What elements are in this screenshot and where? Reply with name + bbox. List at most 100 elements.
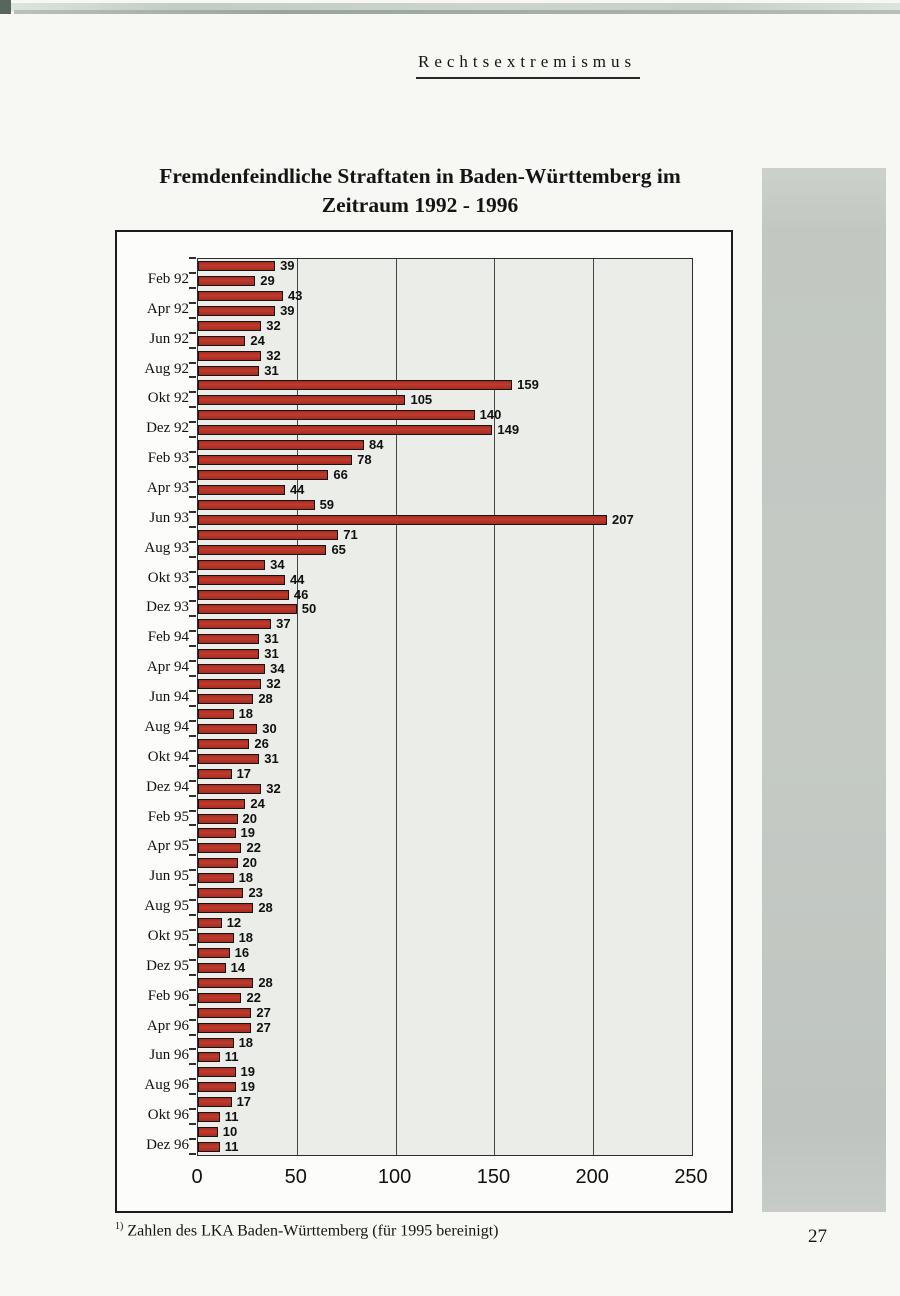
bar-row: 17 (198, 1095, 692, 1110)
chart-title-line1: Fremdenfeindliche Straftaten in Baden-Wü… (159, 164, 681, 188)
y-axis-tick (189, 495, 196, 498)
top-scan-band (0, 3, 900, 11)
bar-value-label: 46 (293, 586, 309, 602)
bar-value-label: 71 (343, 526, 358, 542)
y-axis-tick (189, 899, 196, 902)
bar (198, 813, 238, 824)
gridline-100 (395, 259, 397, 1155)
bar (198, 649, 260, 660)
bar-row: 59 (198, 496, 692, 513)
x-axis-label-150: 150 (476, 1166, 511, 1188)
y-axis-tick (189, 481, 196, 483)
bar-value-label: 10 (222, 1124, 238, 1140)
y-axis-tick (189, 1078, 196, 1081)
bar-row: 18 (198, 1035, 692, 1051)
bar-row: 22 (198, 989, 692, 1006)
y-axis-tick (189, 301, 196, 304)
bar (198, 709, 234, 719)
bar (198, 499, 315, 510)
y-axis-tick (189, 958, 196, 961)
y-axis-label: Aug 92 (144, 360, 189, 377)
bar-value-label: 66 (333, 467, 348, 483)
scan-artifact-corner (0, 0, 11, 14)
bar (198, 1142, 220, 1153)
bar (198, 574, 285, 585)
y-axis-tick (189, 421, 196, 424)
y-axis-tick (189, 794, 196, 797)
bar-row: 22 (198, 841, 692, 856)
bar (198, 1097, 232, 1108)
footnote: 1) Zahlen des LKA Baden-Württemberg (für… (115, 1221, 498, 1240)
bar-value-label: 18 (238, 706, 254, 721)
y-axis-tick (189, 570, 196, 573)
y-axis-label: Apr 94 (146, 659, 189, 676)
bar-row: 11 (198, 1110, 692, 1125)
bar-row: 19 (198, 1080, 692, 1095)
chart-title: Fremdenfeindliche Straftaten in Baden-Wü… (118, 162, 722, 220)
bar (198, 738, 250, 749)
bar (198, 470, 329, 481)
y-axis-tick (189, 719, 196, 722)
bar-row: 11 (198, 1050, 692, 1065)
bar-value-label: 50 (301, 601, 317, 617)
page-number: 27 (808, 1226, 827, 1247)
y-axis-label: Apr 95 (146, 838, 189, 855)
bar (198, 1082, 236, 1093)
bar-row: 39 (198, 259, 692, 274)
bar-row: 31 (198, 632, 692, 647)
bar (198, 395, 406, 406)
bar-row: 29 (198, 273, 692, 289)
bar-value-label: 18 (238, 930, 254, 945)
y-axis-tick (189, 406, 196, 409)
bar-value-label: 39 (280, 258, 295, 273)
bar (198, 305, 276, 316)
bar-value-label: 34 (270, 661, 285, 677)
y-axis-label: Apr 96 (146, 1017, 189, 1034)
y-axis-tick (189, 1093, 196, 1096)
bar-value-label: 39 (280, 302, 295, 318)
y-axis-label: Dez 95 (146, 957, 189, 974)
bar-value-label: 17 (236, 1094, 252, 1110)
bar-row: 19 (198, 826, 692, 841)
bar (198, 275, 256, 286)
y-axis-label: Okt 96 (147, 1107, 189, 1124)
footnote-marker: 1) (115, 1221, 124, 1232)
y-axis-tick (189, 1018, 196, 1021)
y-axis-tick (189, 466, 196, 469)
y-axis-tick (189, 675, 196, 678)
bar-row: 19 (198, 1065, 692, 1080)
gridline-150 (494, 259, 496, 1155)
y-axis-tick (189, 451, 196, 454)
bar (198, 933, 234, 943)
y-axis-tick (189, 525, 196, 528)
y-axis-tick (189, 331, 196, 334)
y-axis-tick (189, 869, 196, 872)
bar (198, 335, 246, 346)
x-axis-labels: 0 50 100 150 200 250 (191, 1166, 707, 1196)
y-axis-label: Dez 96 (146, 1137, 189, 1154)
bar-value-label: 34 (270, 556, 285, 572)
bar-value-label: 22 (246, 989, 261, 1005)
bar-value-label: 19 (240, 1079, 255, 1095)
bar-row: 37 (198, 617, 692, 632)
bar-value-label: 16 (234, 944, 250, 960)
bar-value-label: 140 (479, 407, 502, 423)
y-axis-label: Dez 92 (146, 420, 189, 437)
bar (198, 977, 254, 988)
bar-row: 32 (198, 318, 692, 334)
y-axis-tick (189, 690, 196, 693)
bar-value-label: 59 (319, 496, 335, 512)
y-axis-label: Feb 96 (147, 987, 189, 1004)
bar-row: 39 (198, 302, 692, 319)
bar-value-label: 44 (289, 571, 305, 587)
bar-value-label: 22 (246, 840, 261, 856)
y-axis-tick (189, 555, 196, 558)
bar-row: 11 (198, 1140, 692, 1155)
bar (198, 918, 222, 929)
bar (198, 544, 327, 555)
bar (198, 694, 254, 705)
y-axis-tick (189, 510, 196, 513)
bar-value-label: 20 (242, 855, 257, 871)
y-axis-tick (189, 973, 196, 976)
bar-value-label: 32 (266, 780, 281, 796)
